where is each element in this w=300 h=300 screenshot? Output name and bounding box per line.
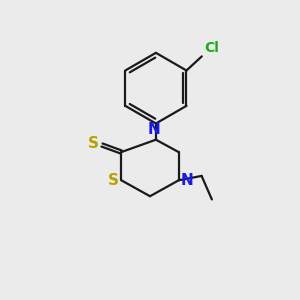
Text: N: N — [181, 173, 193, 188]
Text: S: S — [88, 136, 98, 151]
Text: S: S — [108, 173, 118, 188]
Text: Cl: Cl — [204, 40, 219, 55]
Text: N: N — [148, 122, 161, 137]
